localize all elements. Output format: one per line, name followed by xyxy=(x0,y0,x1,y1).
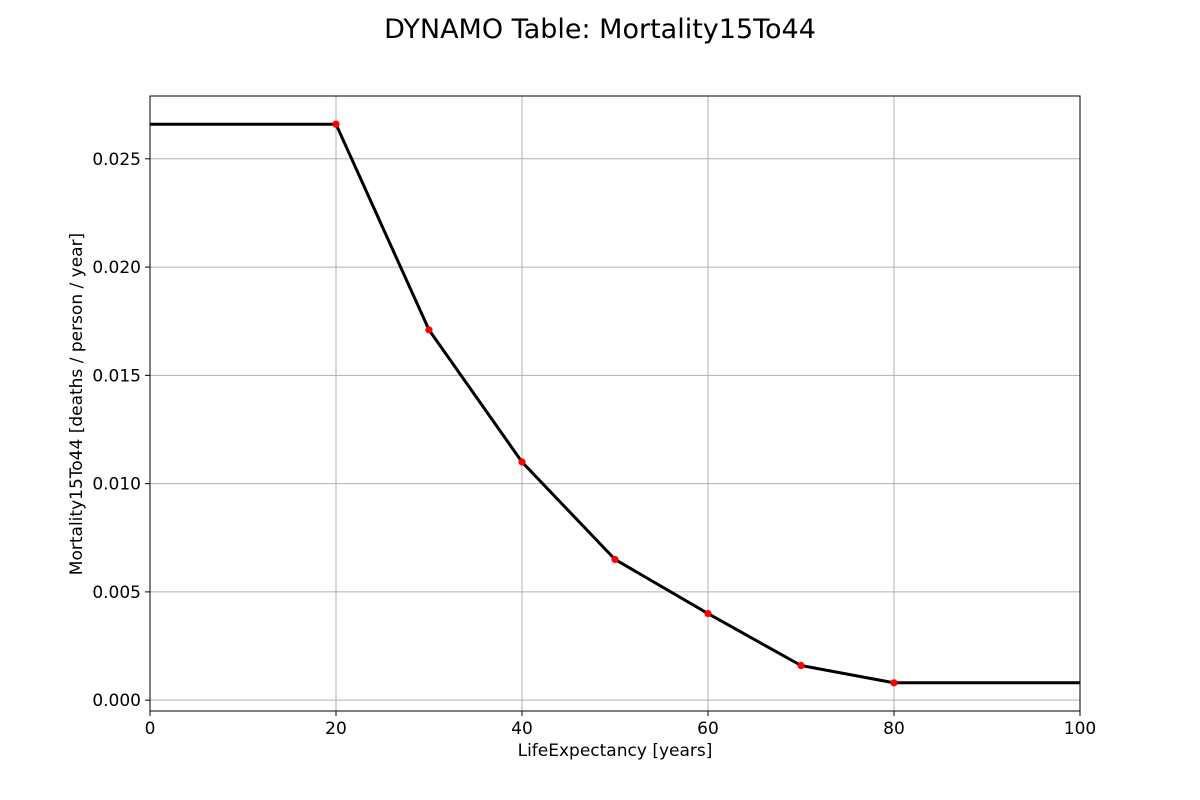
y-tick-label: 0.025 xyxy=(92,150,141,170)
y-axis-label: Mortality15To44 [deaths / person / year] xyxy=(67,233,87,575)
y-tick-label: 0.000 xyxy=(92,691,141,711)
y-tick-label: 0.015 xyxy=(92,366,141,386)
x-tick-label: 40 xyxy=(511,719,533,739)
data-point xyxy=(611,555,619,564)
ticks: 0 20 40 60 80 100 0.000 0.005 0.010 0.015 0.020 0.0… xyxy=(92,150,1096,739)
data-point xyxy=(332,120,340,128)
series xyxy=(150,120,1080,687)
x-tick-label: 60 xyxy=(697,719,719,739)
data-point xyxy=(890,679,898,687)
x-tick-label: 80 xyxy=(883,719,905,739)
series-line xyxy=(150,122,1080,685)
plot-area xyxy=(149,95,1081,712)
grid xyxy=(149,96,1081,711)
y-tick-label: 0.005 xyxy=(92,583,141,603)
y-tick-label: 0.010 xyxy=(92,475,141,495)
data-point xyxy=(425,326,433,334)
data-point xyxy=(518,458,526,466)
x-tick-label: 0 xyxy=(145,719,156,739)
y-tick-label: 0.020 xyxy=(92,258,141,278)
x-axis-label: LifeExpectancy [years] xyxy=(518,741,713,761)
data-point xyxy=(797,661,805,670)
x-tick-label: 100 xyxy=(1064,719,1096,739)
chart-title: DYNAMO Table: Mortality15To44 xyxy=(384,14,816,45)
data-point xyxy=(704,609,712,618)
x-tick-label: 20 xyxy=(325,719,347,739)
